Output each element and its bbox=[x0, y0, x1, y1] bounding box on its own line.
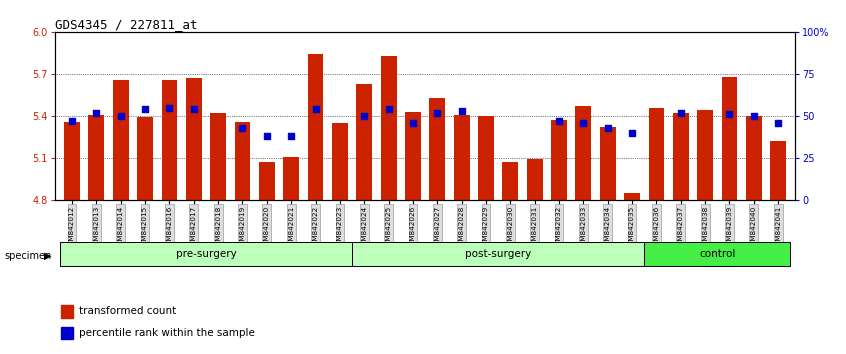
Bar bbox=[61, 327, 73, 339]
Point bbox=[431, 110, 444, 115]
Bar bbox=[673, 113, 689, 200]
Text: percentile rank within the sample: percentile rank within the sample bbox=[79, 328, 255, 338]
Point bbox=[114, 113, 128, 119]
Bar bbox=[259, 162, 275, 200]
Text: transformed count: transformed count bbox=[79, 306, 176, 316]
FancyBboxPatch shape bbox=[60, 242, 352, 266]
Point bbox=[138, 106, 151, 112]
Text: specimen: specimen bbox=[4, 251, 52, 261]
Point bbox=[747, 113, 761, 119]
Point bbox=[162, 105, 176, 110]
Bar bbox=[308, 54, 323, 200]
Point bbox=[722, 112, 736, 117]
Bar bbox=[61, 305, 73, 318]
Bar bbox=[64, 121, 80, 200]
Point bbox=[772, 120, 785, 126]
Text: post-surgery: post-surgery bbox=[465, 249, 531, 259]
Bar bbox=[600, 127, 616, 200]
Point bbox=[625, 130, 639, 136]
Bar bbox=[89, 115, 104, 200]
Bar bbox=[722, 77, 738, 200]
Bar bbox=[332, 123, 348, 200]
Point bbox=[309, 106, 322, 112]
Point bbox=[90, 110, 103, 115]
Bar bbox=[162, 80, 178, 200]
Point bbox=[674, 110, 688, 115]
Point bbox=[236, 125, 250, 131]
Bar bbox=[210, 113, 226, 200]
Bar bbox=[746, 116, 761, 200]
Bar bbox=[503, 162, 519, 200]
Bar bbox=[283, 156, 299, 200]
Text: ▶: ▶ bbox=[44, 251, 52, 261]
Bar bbox=[430, 98, 445, 200]
Bar bbox=[113, 80, 129, 200]
Bar bbox=[575, 106, 591, 200]
Point bbox=[577, 120, 591, 126]
Bar bbox=[356, 84, 372, 200]
Bar bbox=[551, 120, 567, 200]
Bar bbox=[649, 108, 664, 200]
Point bbox=[187, 106, 201, 112]
Point bbox=[406, 120, 420, 126]
FancyBboxPatch shape bbox=[352, 242, 645, 266]
Bar bbox=[624, 193, 640, 200]
Text: control: control bbox=[699, 249, 735, 259]
Bar bbox=[527, 159, 542, 200]
Point bbox=[358, 113, 371, 119]
Point bbox=[284, 133, 298, 139]
Bar bbox=[405, 112, 420, 200]
Bar bbox=[770, 141, 786, 200]
Bar bbox=[186, 78, 201, 200]
Point bbox=[382, 106, 395, 112]
Bar bbox=[478, 116, 494, 200]
Bar bbox=[453, 115, 470, 200]
Text: GDS4345 / 227811_at: GDS4345 / 227811_at bbox=[55, 18, 197, 31]
Text: pre-surgery: pre-surgery bbox=[176, 249, 236, 259]
FancyBboxPatch shape bbox=[645, 242, 790, 266]
Bar bbox=[381, 56, 397, 200]
Point bbox=[455, 108, 469, 114]
Point bbox=[260, 133, 273, 139]
Point bbox=[552, 118, 566, 124]
Point bbox=[65, 118, 79, 124]
Point bbox=[601, 125, 614, 131]
Bar bbox=[137, 117, 153, 200]
Bar bbox=[697, 110, 713, 200]
Bar bbox=[234, 121, 250, 200]
